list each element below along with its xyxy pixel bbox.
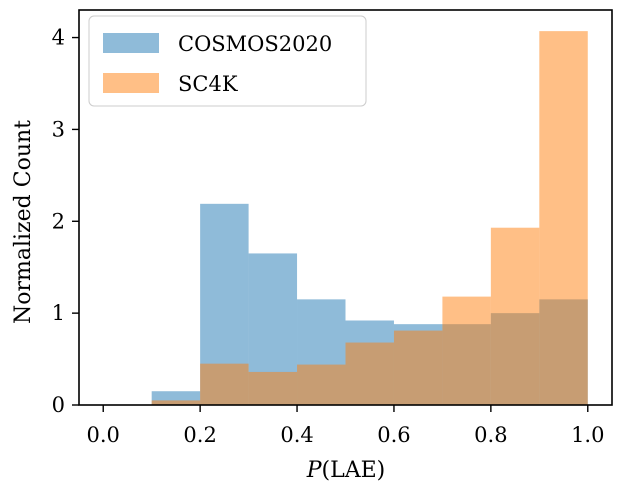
x-tick-label-2: 0.4 [280,423,313,447]
y-tick-label-2: 2 [52,209,65,233]
ticks-layer: 0.0 0.2 0.4 0.6 0.8 1.0 0 1 2 3 4 [52,26,605,447]
x-axis-label-italic: P [306,458,323,483]
x-tick-label-3: 0.6 [377,423,410,447]
x-tick-label-1: 0.2 [183,423,216,447]
bar-sc4k-3 [248,371,298,405]
y-tick-label-0: 0 [52,393,65,417]
legend: COSMOS2020 SC4K [88,15,367,107]
legend-swatch-sc4k [103,73,159,93]
bar-sc4k-9 [539,31,588,406]
bar-sc4k-4 [297,364,346,405]
bar-sc4k-2 [200,363,249,405]
y-tick-label-3: 3 [52,117,65,141]
x-tick-label-4: 0.8 [474,423,507,447]
legend-label-cosmos2020: COSMOS2020 [178,32,332,56]
bar-sc4k-8 [490,227,540,405]
bar-sc4k-5 [345,342,394,405]
bar-sc4k-6 [393,330,443,405]
y-axis-label: Normalized Count [11,120,36,324]
y-tick-label-1: 1 [52,301,65,325]
legend-label-sc4k: SC4K [178,72,238,96]
bar-sc4k-7 [442,296,491,405]
bar-sc4k-1 [151,400,201,405]
x-tick-label-5: 1.0 [571,423,604,447]
x-axis-label: P(LAE) [306,458,386,483]
legend-swatch-cosmos2020 [103,33,159,53]
bars-layer [151,31,588,406]
axes-layer [78,9,613,406]
plot-frame [78,9,613,406]
x-axis-label-rest: (LAE) [322,458,386,483]
y-tick-label-4: 4 [52,26,65,50]
x-tick-label-0: 0.0 [87,423,120,447]
